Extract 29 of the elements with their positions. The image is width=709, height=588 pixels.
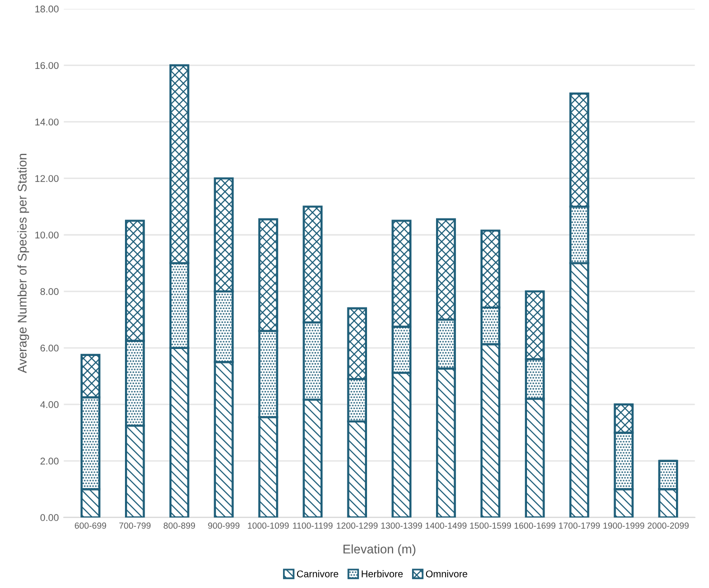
x-tick-label: 1900-1999 [603, 522, 644, 529]
x-tick-label: 1600-1699 [514, 522, 556, 529]
legend-label: Carnivore [297, 570, 338, 578]
x-tick-label: 800-899 [164, 522, 195, 529]
legend-label: Herbivore [362, 570, 403, 578]
x-axis-title: Elevation (m) [344, 544, 416, 556]
x-tick-label: 600-699 [74, 522, 106, 529]
x-tick-label: 1400-1499 [426, 522, 466, 529]
x-tick-label: 1100-1199 [293, 522, 333, 529]
y-tick-label: 4.00 [40, 401, 59, 408]
legend-label: Omnivore [426, 570, 468, 578]
y-tick-label: 18.00 [35, 6, 59, 12]
y-tick-label: 0.00 [40, 514, 59, 522]
x-tick-label: 1200-1299 [336, 522, 378, 529]
x-tick-label: 900-999 [208, 522, 240, 529]
y-tick-label: 12.00 [35, 175, 59, 182]
y-tick-label: 6.00 [40, 344, 59, 352]
x-tick-label: 1700-1799 [559, 522, 600, 529]
y-tick-label: 8.00 [40, 288, 59, 296]
y-tick-label: 2.00 [40, 458, 59, 465]
x-tick-label: 700-799 [119, 522, 151, 529]
x-tick-label: 2000-2099 [648, 522, 689, 529]
x-tick-label: 1000-1099 [248, 522, 289, 529]
y-tick-label: 10.00 [35, 232, 59, 238]
y-tick-label: 16.00 [35, 62, 59, 69]
y-tick-label: 14.00 [35, 118, 59, 126]
x-tick-label: 1500-1599 [470, 522, 511, 529]
x-tick-label: 1300-1399 [381, 522, 422, 529]
y-axis-title: Average Number of Species per Station [17, 154, 30, 374]
